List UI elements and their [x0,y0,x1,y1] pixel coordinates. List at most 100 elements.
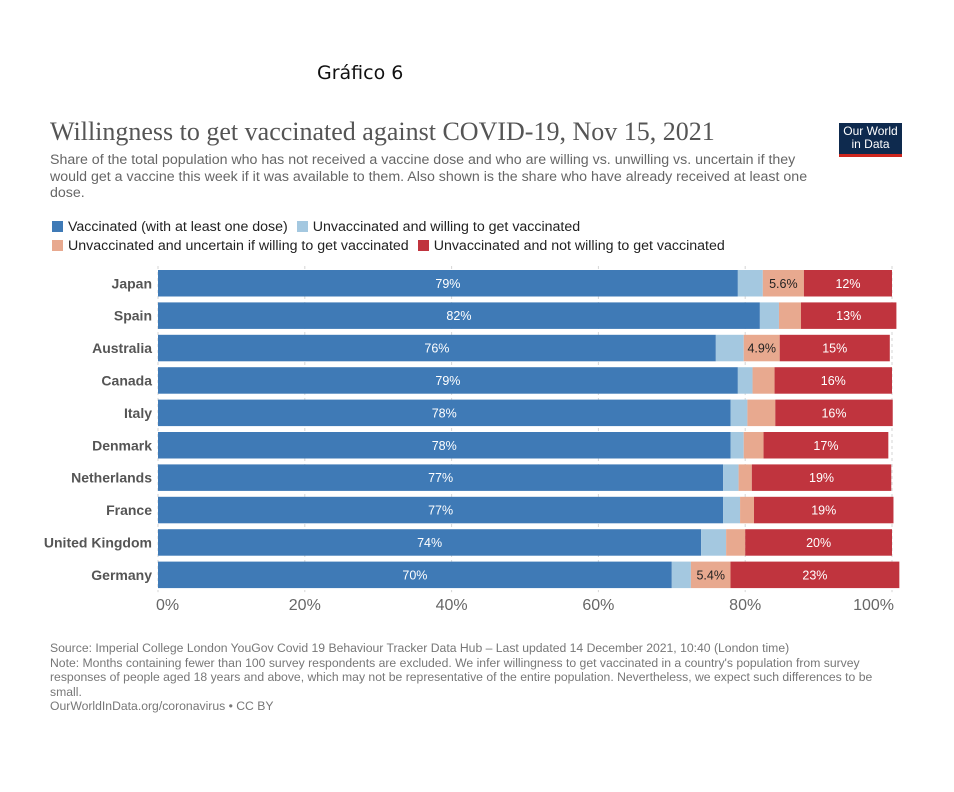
data-label: 12% [835,277,860,291]
legend-item-vaccinated[interactable]: Vaccinated (with at least one dose) [52,219,288,235]
bar-segment [158,270,738,297]
bar-segment [701,529,727,556]
data-label: 78% [432,406,457,420]
data-label: 79% [435,277,460,291]
legend-item-willing[interactable]: Unvaccinated and willing to get vaccinat… [296,218,581,235]
bar-segment [754,496,894,524]
x-tick-label: 40% [436,597,468,614]
category-label: Germany [91,567,152,583]
data-label: 74% [417,536,442,550]
data-label: 23% [802,568,827,582]
owid-logo-line2: in Data [851,137,890,151]
legend-swatch-uncertain [52,240,63,251]
data-label: 13% [836,309,861,323]
owid-logo-line1: Our World [843,124,898,138]
bar-segment [745,529,892,556]
category-label: France [106,502,152,518]
x-tick-label: 0% [156,597,179,614]
legend-label-uncertain: Unvaccinated and uncertain if willing to… [68,237,409,254]
figure-caption: Gráfico 6 [317,62,404,84]
bar-segment [737,270,763,297]
data-label: 5.6% [769,277,798,291]
bar-segment [737,367,753,394]
data-label: 15% [822,342,847,356]
footer-note: Note: Months containing fewer than 100 s… [50,655,873,699]
owid-logo[interactable]: Our World in Data [839,123,902,157]
x-tick-label: 100% [853,597,894,614]
chart-plot: 0% 20% 40% 60% 80% 100% Japan 79% 5.6% 12% Spain 82… [44,266,900,614]
data-label: 4.9% [747,342,776,356]
bar-segment [800,302,897,329]
category-label: Italy [124,405,152,421]
bar-segment [730,561,900,589]
footer-source: Source: Imperial College London YouGov C… [50,641,790,655]
legend-swatch-vaccinated [52,221,63,232]
bar-segment [743,334,780,362]
category-label: Netherlands [71,470,152,486]
bar-segment [715,334,744,362]
bar-segment [738,464,752,491]
category-label: Canada [101,372,152,388]
bar-segment [774,367,892,394]
data-label: 19% [811,504,836,518]
category-label: United Kingdom [44,534,152,550]
legend-label-unwilling: Unvaccinated and not willing to get vacc… [433,237,725,254]
bar-segment [775,399,893,427]
bar-segment [158,529,702,556]
bar-segment [803,270,892,297]
bar-segment [726,529,746,556]
data-label: 19% [809,471,834,485]
legend-row: Vaccinated (with at least one dose) Unva… [52,217,852,236]
legend-row: Unvaccinated and uncertain if willing to… [52,236,852,255]
data-label: 77% [428,504,453,518]
chart-title: Willingness to get vaccinated against CO… [50,117,715,146]
bar-segment [690,561,731,589]
chart-subtitle: Share of the total population who has no… [50,152,808,201]
bar-segment [158,302,760,329]
bar-segment [763,432,889,459]
data-label: 82% [446,309,471,323]
bar-segment [671,561,691,589]
legend-label-vaccinated: Vaccinated (with at least one dose) [68,218,288,235]
bar-segment [158,496,724,524]
x-tick-label: 20% [289,597,321,614]
data-label: 16% [821,374,846,388]
data-label: 16% [821,406,846,420]
bar-segment [779,334,890,362]
x-tick-label: 80% [729,597,761,614]
bar-segment [752,367,775,394]
bar-segment [158,561,672,589]
bar-segment [158,432,731,459]
category-label: Spain [114,308,152,324]
data-label: 79% [435,374,460,388]
category-label: Australia [92,340,152,356]
bar-segment [743,432,764,459]
data-label: 78% [432,439,457,453]
data-label: 70% [402,568,427,582]
bar-segment [158,399,731,427]
bar-segment [158,367,738,394]
data-label: 17% [813,439,838,453]
bar-segment [723,464,739,491]
category-label: Denmark [92,437,152,453]
bar-segment [158,334,716,362]
category-label: Japan [112,275,152,291]
legend-label-willing: Unvaccinated and willing to get vaccinat… [312,218,581,235]
bar-segment [723,496,741,524]
bar-segment [730,399,748,427]
data-label: 20% [806,536,831,550]
bar-segment [730,432,744,459]
x-tick-label: 60% [582,597,614,614]
bar-segment [751,464,892,491]
bar-segment [759,302,779,329]
bar-segment [747,399,776,427]
legend-swatch-willing [296,221,308,232]
bar-segment [778,302,801,329]
data-label: 77% [428,471,453,485]
legend-item-unwilling[interactable]: Unvaccinated and not willing to get vacc… [417,237,725,254]
legend-item-uncertain[interactable]: Unvaccinated and uncertain if willing to… [52,238,409,254]
footer-credit[interactable]: OurWorldInData.org/coronavirus • CC BY [50,699,274,713]
data-label: 76% [424,342,449,356]
bar-segment [740,496,755,524]
bar-segment [762,270,804,297]
